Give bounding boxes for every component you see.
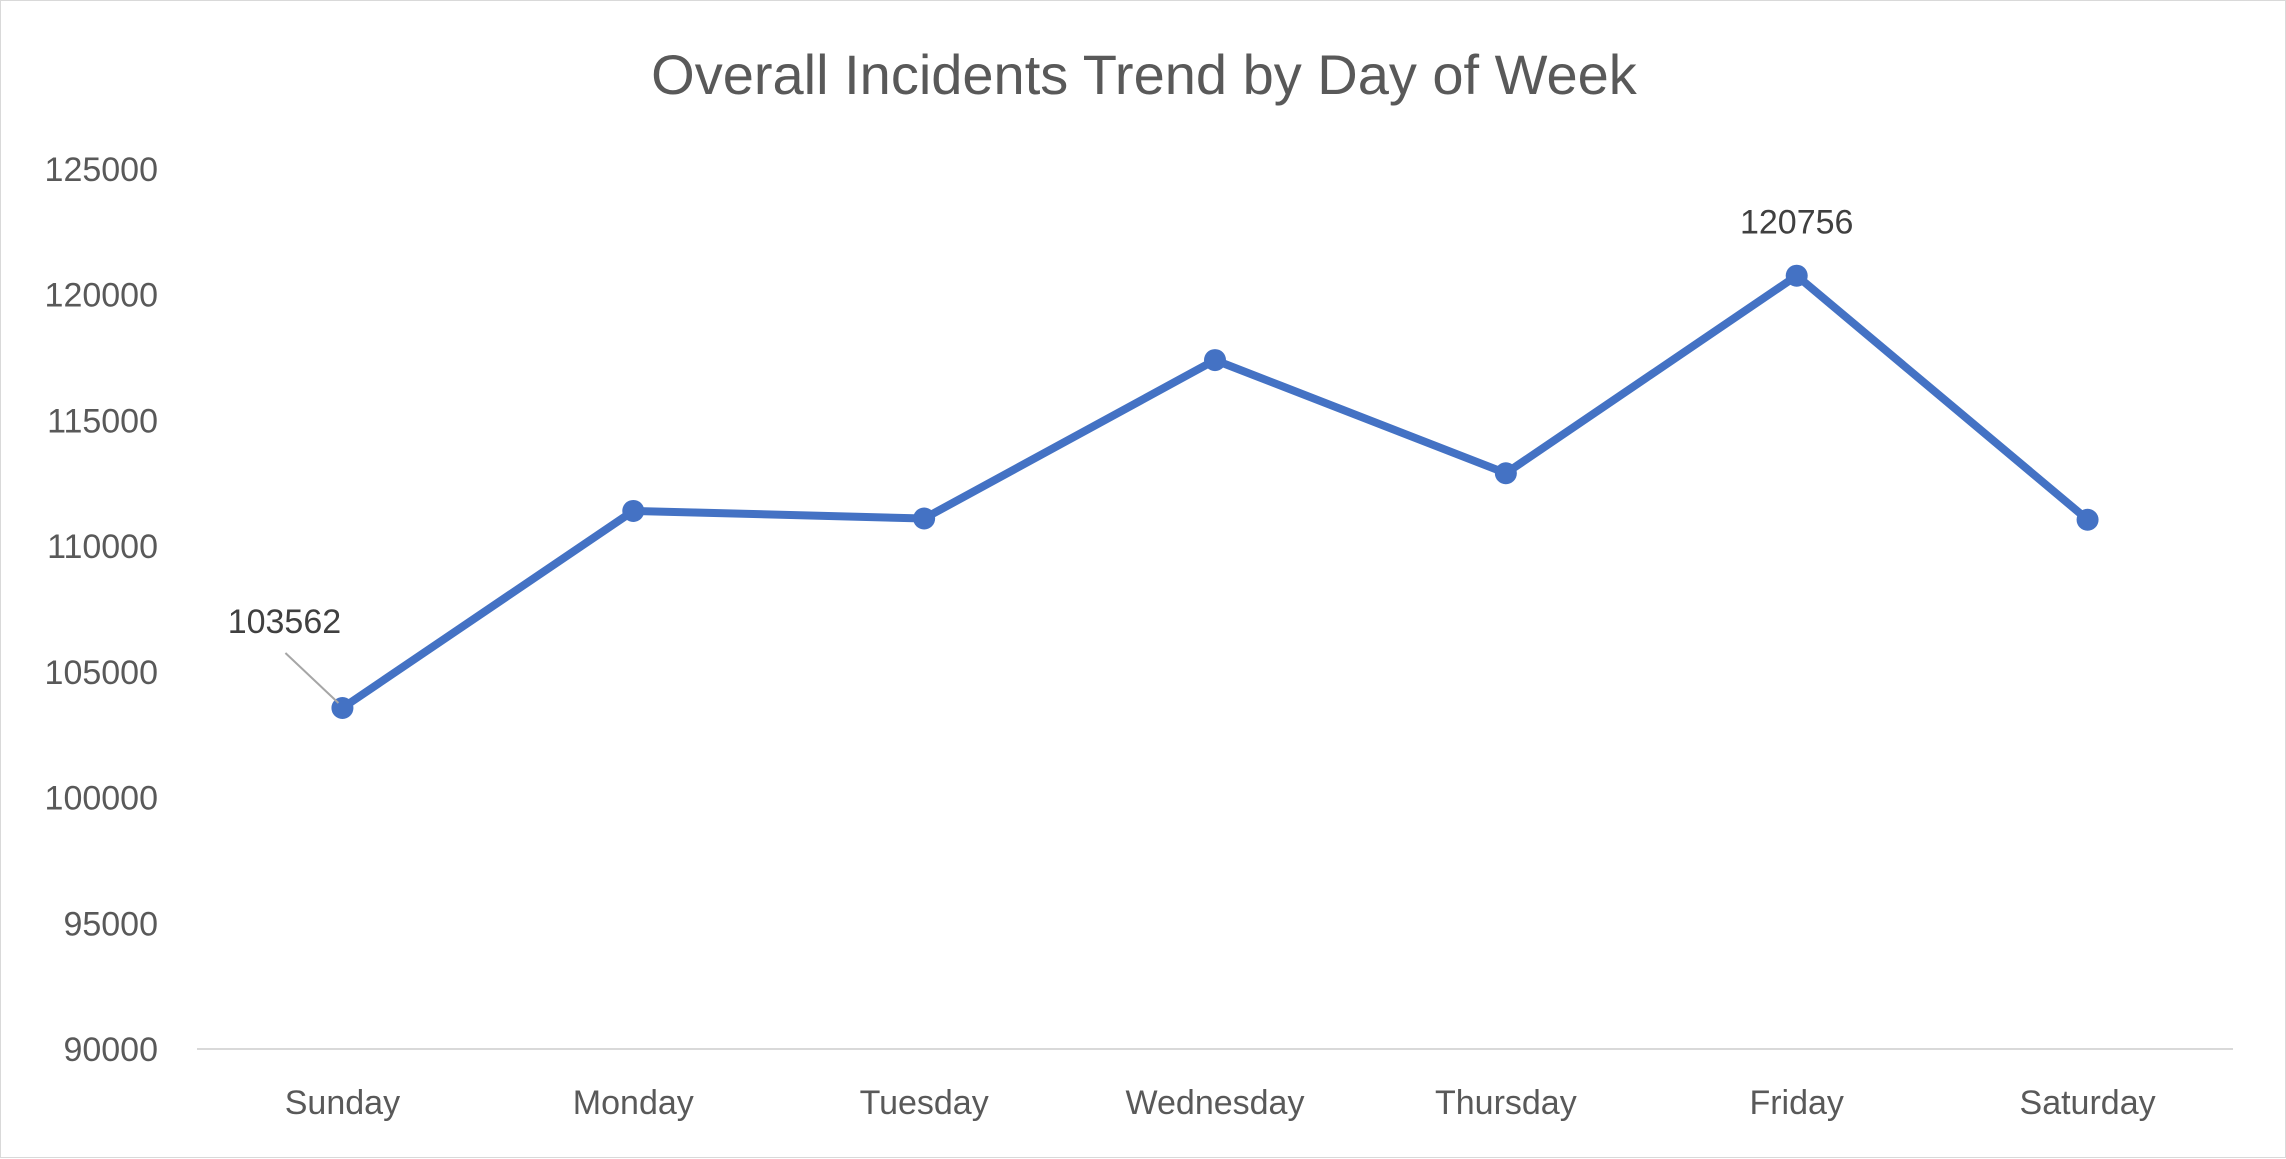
data-point-marker <box>913 507 936 530</box>
x-tick-label: Sunday <box>285 1084 400 1122</box>
y-tick-label: 95000 <box>63 905 158 943</box>
y-tick-label: 125000 <box>45 151 158 189</box>
series-line <box>338 271 2092 712</box>
data-label: 120756 <box>1740 204 1853 242</box>
y-axis: 90000 95000 100000 105000 110000 115000 120000… <box>45 151 158 1069</box>
x-tick-label: Wednesday <box>1126 1084 1305 1122</box>
x-tick-label: Monday <box>573 1084 694 1122</box>
data-point-marker <box>1494 462 1517 485</box>
x-tick-label: Thursday <box>1435 1084 1577 1122</box>
series-layer <box>331 264 2099 720</box>
data-point-marker <box>1204 349 1226 372</box>
x-axis: Sunday Monday Tuesday Wednesday Thursday Frid… <box>197 1048 2233 1122</box>
data-point-marker <box>622 499 645 522</box>
y-tick-label: 115000 <box>47 402 158 440</box>
x-tick-label: Tuesday <box>860 1084 989 1122</box>
data-point-marker <box>1785 264 1808 287</box>
data-label: 103562 <box>228 603 341 641</box>
y-tick-label: 90000 <box>63 1031 158 1069</box>
y-tick-label: 120000 <box>45 277 158 315</box>
data-point-marker <box>2076 508 2099 531</box>
leader-line <box>284 652 340 704</box>
y-tick-label: 110000 <box>47 528 158 566</box>
y-tick-label: 105000 <box>45 654 158 692</box>
y-tick-label: 100000 <box>45 780 158 818</box>
chart-title: Overall Incidents Trend by Day of Week <box>651 43 1638 106</box>
data-label-layer: 103562 120756 <box>228 204 1853 704</box>
x-tick-label: Friday <box>1749 1084 1843 1122</box>
x-tick-label: Saturday <box>2020 1084 2156 1122</box>
